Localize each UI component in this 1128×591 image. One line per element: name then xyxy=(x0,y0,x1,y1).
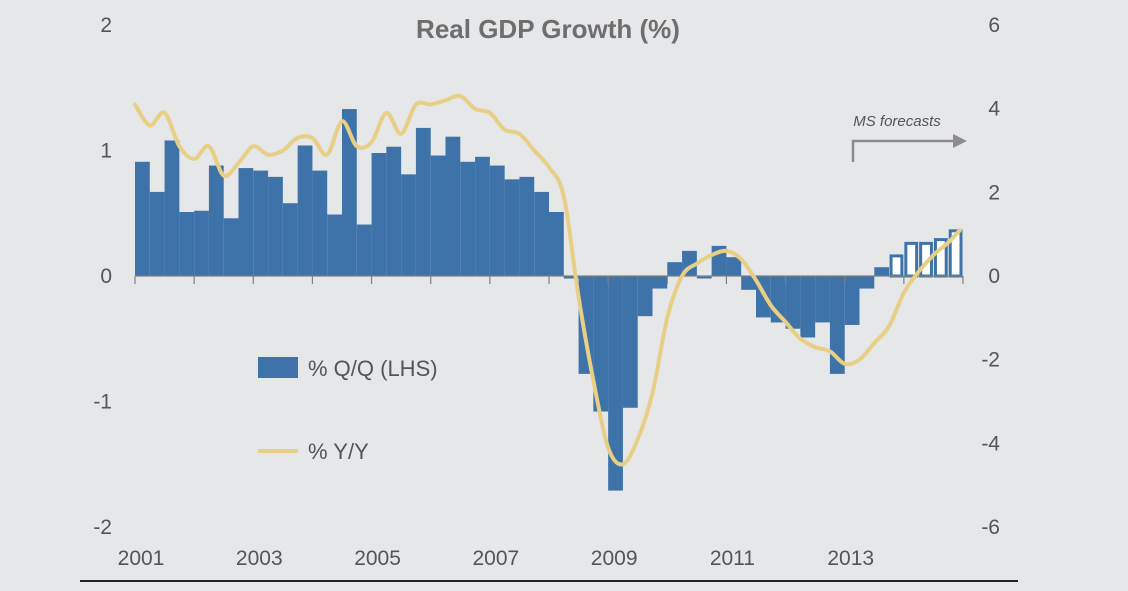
bar xyxy=(282,203,298,276)
bar xyxy=(519,176,535,276)
bar xyxy=(489,165,505,276)
bar xyxy=(135,161,150,276)
bar xyxy=(356,224,372,276)
bar xyxy=(785,276,801,329)
forecast-bar xyxy=(889,254,904,278)
bar xyxy=(622,276,638,408)
right-tick-label: 2 xyxy=(988,181,1000,204)
bar xyxy=(460,161,476,276)
bar xyxy=(593,276,609,412)
bar xyxy=(874,267,890,276)
bar xyxy=(149,191,165,276)
yy-line-series xyxy=(133,93,962,467)
bar xyxy=(741,276,756,290)
x-tick-label: 2013 xyxy=(827,547,874,570)
x-tick-label: 2003 xyxy=(236,547,283,570)
chart-title: Real GDP Growth (%) xyxy=(416,14,680,44)
bar xyxy=(164,140,180,276)
bar xyxy=(549,211,564,276)
x-tick-label: 2005 xyxy=(354,547,401,570)
bar xyxy=(268,176,283,276)
right-tick-label: -4 xyxy=(981,432,1000,455)
bar xyxy=(297,145,313,276)
right-tick-label: -6 xyxy=(981,516,1000,539)
left-axis: 2 1 0 -1 -2 xyxy=(93,14,112,539)
right-tick-label: 0 xyxy=(988,265,1000,288)
right-axis: 6 4 2 0 -2 -4 -6 xyxy=(981,14,1000,539)
bar xyxy=(696,276,712,279)
bar xyxy=(401,174,416,276)
bar xyxy=(844,276,860,325)
bar xyxy=(800,276,816,338)
left-tick-label: 0 xyxy=(100,265,112,288)
bar xyxy=(652,276,668,289)
left-tick-label: 2 xyxy=(100,14,112,37)
x-axis-tick-marks xyxy=(134,276,964,284)
bar xyxy=(578,276,594,374)
bar xyxy=(238,168,254,276)
qq-bar-series xyxy=(135,109,963,491)
bar xyxy=(194,210,209,276)
bar xyxy=(534,191,549,276)
bar xyxy=(563,276,579,279)
bar xyxy=(475,156,490,276)
bar xyxy=(342,109,357,277)
bar xyxy=(667,262,683,276)
bar xyxy=(608,276,623,491)
legend-bar-swatch xyxy=(258,357,298,378)
bar xyxy=(312,170,328,276)
bar xyxy=(415,127,431,276)
left-tick-label: -2 xyxy=(93,516,112,539)
forecast-bar xyxy=(904,241,919,278)
bar xyxy=(726,257,742,276)
right-tick-label: 4 xyxy=(988,98,1000,121)
x-tick-label: 2009 xyxy=(591,547,638,570)
legend-bar-label: % Q/Q (LHS) xyxy=(308,356,438,381)
forecast-arrow-line xyxy=(851,139,955,162)
bar xyxy=(815,276,830,323)
left-tick-label: 1 xyxy=(100,140,112,163)
bar xyxy=(637,276,653,317)
bar xyxy=(859,276,875,289)
legend: % Q/Q (LHS) % Y/Y xyxy=(258,356,438,464)
bar xyxy=(386,146,402,276)
right-tick-label: -2 xyxy=(981,349,1000,372)
forecast-annotation: MS forecasts xyxy=(851,113,967,162)
bar xyxy=(430,155,446,276)
bar xyxy=(223,218,239,276)
bar xyxy=(208,165,224,276)
forecast-arrow-icon xyxy=(953,134,967,148)
bar xyxy=(327,214,342,276)
x-tick-label: 2001 xyxy=(118,547,165,570)
bar xyxy=(829,276,845,374)
x-tick-label: 2011 xyxy=(710,547,755,570)
bar xyxy=(253,170,269,276)
right-tick-label: 6 xyxy=(988,14,1000,37)
x-axis: 2001 2003 2005 2007 2009 2011 2013 xyxy=(118,547,874,570)
left-tick-label: -1 xyxy=(93,391,112,414)
bar xyxy=(445,136,461,276)
bar xyxy=(179,211,195,276)
bar xyxy=(371,153,387,276)
forecast-label: MS forecasts xyxy=(853,113,941,130)
x-tick-label: 2007 xyxy=(472,547,519,570)
bar xyxy=(504,179,520,276)
legend-line-label: % Y/Y xyxy=(308,439,369,464)
